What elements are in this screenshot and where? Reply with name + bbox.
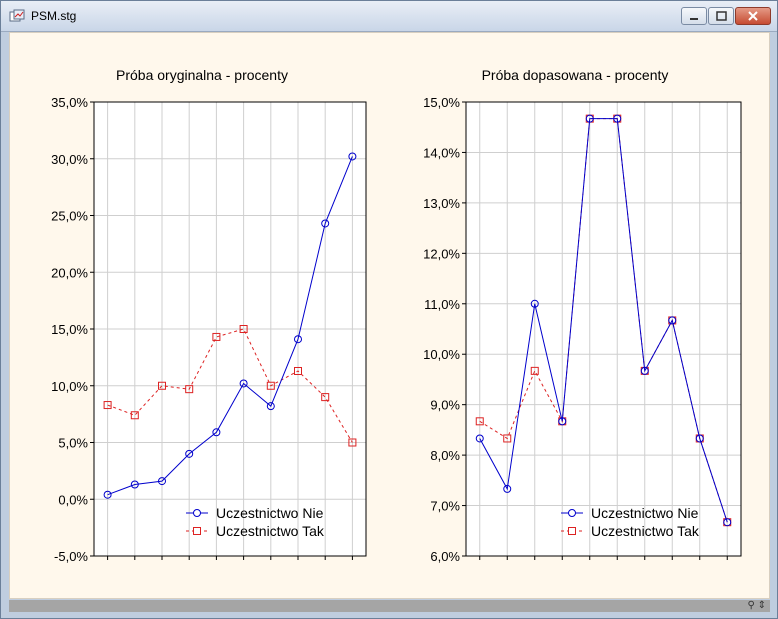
y-tick-label: 13,0% xyxy=(423,196,460,211)
chart-title: Próba dopasowana - procenty xyxy=(482,67,669,83)
y-tick-label: -5,0% xyxy=(54,549,88,564)
window-title: PSM.stg xyxy=(31,9,77,23)
data-point xyxy=(321,219,330,228)
chart-2: 6,0% 7,0% 8,0% 9,0% 10,0% 11,0% 12,0% 13,0% 14,0… xyxy=(423,67,742,564)
minimize-button[interactable] xyxy=(681,7,707,25)
minimize-icon xyxy=(690,18,698,20)
legend-label: Uczestnictwo Nie xyxy=(591,505,699,521)
data-point xyxy=(613,114,622,123)
close-icon xyxy=(748,11,758,21)
charts-canvas: -5,0% 0,0% 5,0% 10,0% 15,0% 20,0% 25,0% 30,0% 35… xyxy=(51,67,742,564)
y-tick-label: 30,0% xyxy=(51,152,88,167)
data-point xyxy=(239,379,248,388)
resize-grip-icon[interactable]: ⚲ ⇕ xyxy=(747,600,766,611)
data-point xyxy=(212,428,221,437)
data-point xyxy=(103,401,112,410)
chart-window-icon xyxy=(9,9,25,22)
title-bar[interactable]: PSM.stg xyxy=(1,1,777,32)
maximize-icon xyxy=(716,11,727,21)
legend-marker xyxy=(193,509,201,517)
data-point xyxy=(103,490,112,499)
legend-marker xyxy=(568,509,576,517)
legend-label: Uczestnictwo Nie xyxy=(216,505,324,521)
data-point xyxy=(475,434,484,443)
data-point xyxy=(503,484,512,493)
plot-frame xyxy=(465,101,742,557)
data-point xyxy=(266,381,275,390)
y-tick-label: 14,0% xyxy=(423,145,460,160)
data-point xyxy=(321,393,330,402)
data-point xyxy=(239,325,248,333)
data-point xyxy=(348,438,357,447)
data-point xyxy=(158,381,166,390)
data-point xyxy=(585,114,594,123)
chart-1: -5,0% 0,0% 5,0% 10,0% 15,0% 20,0% 25,0% 30,0% 35… xyxy=(51,67,367,564)
y-tick-label: 9,0% xyxy=(430,398,460,413)
y-tick-label: 11,0% xyxy=(424,297,460,312)
y-tick-label: 6,0% xyxy=(430,549,460,564)
y-tick-label: 35,0% xyxy=(51,95,88,110)
series-line xyxy=(107,328,353,443)
legend-label: Uczestnictwo Tak xyxy=(591,523,700,539)
data-point xyxy=(475,417,484,426)
data-point xyxy=(185,385,194,394)
data-point xyxy=(530,299,539,308)
data-point xyxy=(130,411,139,420)
data-point xyxy=(212,332,221,341)
y-tick-label: 10,0% xyxy=(423,347,460,362)
data-point xyxy=(130,480,139,489)
legend-marker xyxy=(568,527,576,535)
y-tick-label: 12,0% xyxy=(423,246,460,261)
y-tick-label: 15,0% xyxy=(51,322,88,337)
data-point xyxy=(185,449,194,458)
data-point xyxy=(294,366,302,375)
series-line xyxy=(107,156,353,496)
status-bar: ⚲ ⇕ xyxy=(9,600,770,612)
plot-background xyxy=(466,102,741,556)
graph-area: -5,0% 0,0% 5,0% 10,0% 15,0% 20,0% 25,0% 30,0% 35… xyxy=(9,32,770,599)
y-tick-label: 15,0% xyxy=(423,95,460,110)
data-point xyxy=(348,152,357,161)
y-tick-label: 20,0% xyxy=(51,265,88,280)
y-tick-label: 25,0% xyxy=(51,209,88,224)
data-point xyxy=(158,477,166,486)
data-point xyxy=(530,366,539,375)
y-tick-label: 5,0% xyxy=(58,436,88,451)
y-tick-label: 7,0% xyxy=(430,499,460,514)
chart-title: Próba oryginalna - procenty xyxy=(116,67,288,83)
close-button[interactable] xyxy=(735,7,771,25)
legend-marker xyxy=(193,527,201,535)
series-line xyxy=(479,118,728,523)
data-point xyxy=(668,316,677,325)
y-tick-label: 8,0% xyxy=(430,448,460,463)
data-point xyxy=(294,335,302,344)
data-point xyxy=(695,434,704,443)
y-tick-label: 10,0% xyxy=(51,379,88,394)
legend-label: Uczestnictwo Tak xyxy=(216,523,325,539)
data-point xyxy=(640,366,649,375)
maximize-button[interactable] xyxy=(708,7,734,25)
data-point xyxy=(503,434,512,443)
data-point xyxy=(723,518,732,527)
y-tick-label: 0,0% xyxy=(58,492,88,507)
data-point xyxy=(266,402,275,411)
data-point xyxy=(558,417,567,426)
